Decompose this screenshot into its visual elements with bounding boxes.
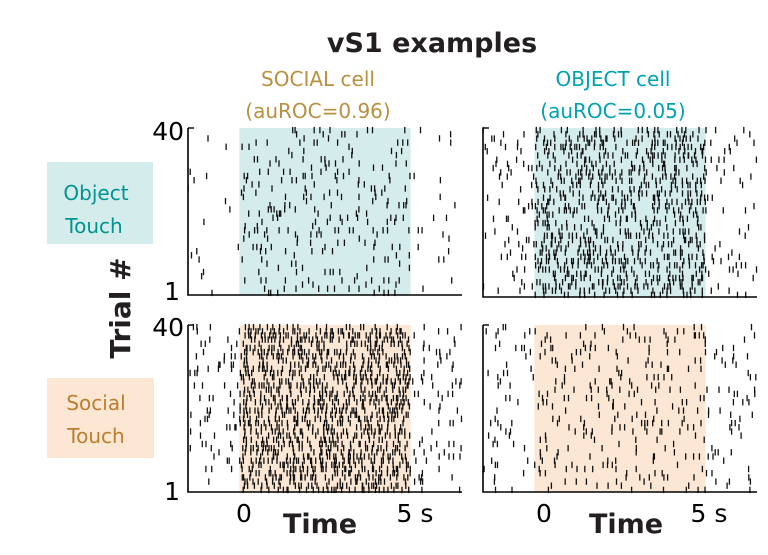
- x-tick-five-left: 5 s: [397, 499, 434, 528]
- y-tick-bottom-upper: 1: [164, 277, 180, 306]
- x-tick-five-right: 5 s: [691, 499, 728, 528]
- y-tick-top-upper: 40: [152, 117, 184, 146]
- panel-axes: [482, 128, 757, 298]
- raster-panels: [187, 126, 758, 494]
- social-cell-label: SOCIAL cell: [261, 67, 375, 91]
- touch-window-shade: [239, 325, 411, 492]
- y-tick-bottom-lower: 1: [164, 477, 180, 506]
- social-cell-auroc: (auROC=0.96): [245, 99, 390, 123]
- x-tick-zero-left: 0: [236, 499, 252, 528]
- panel-axes: [482, 325, 757, 493]
- y-tick-top-lower: 40: [152, 313, 184, 342]
- panel-axes: [187, 325, 462, 493]
- object-cell-label: OBJECT cell: [556, 67, 671, 91]
- x-axis-label-left: Time: [283, 509, 357, 540]
- x-tick-zero-right: 0: [536, 499, 552, 528]
- social-touch-label-line1: Social: [66, 391, 125, 415]
- social-touch-label-line2: Touch: [66, 424, 124, 448]
- object-cell-auroc: (auROC=0.05): [540, 99, 685, 123]
- y-axis-label: Trial #: [104, 257, 137, 358]
- x-axis-label-right: Time: [589, 509, 663, 540]
- object-touch-label-box: [47, 162, 153, 244]
- object-touch-label-line1: Object: [63, 181, 128, 205]
- panel-axes: [187, 128, 462, 296]
- social-touch-label-box: [47, 378, 154, 458]
- figure-title: vS1 examples: [327, 28, 537, 59]
- object-touch-label-line2: Touch: [64, 214, 122, 238]
